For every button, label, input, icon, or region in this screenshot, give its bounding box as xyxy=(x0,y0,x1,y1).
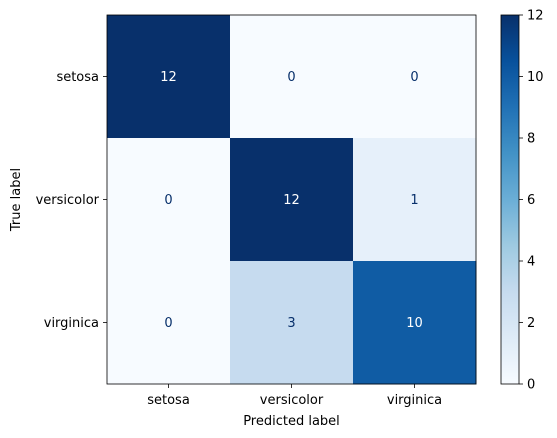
x-axis-ticks: setosa versicolor virginica xyxy=(147,384,442,408)
x-tick-label: virginica xyxy=(387,393,442,408)
y-axis-ticks: setosa versicolor virginica xyxy=(36,70,107,331)
cell-value-label: 0 xyxy=(164,193,172,208)
heatmap-cell xyxy=(353,138,477,262)
colorbar-tick-label: 0 xyxy=(527,378,535,393)
cell-value-label: 12 xyxy=(283,193,300,208)
cell-value-label: 12 xyxy=(160,70,177,85)
heatmap-cells xyxy=(107,15,477,385)
colorbar-tick-label: 10 xyxy=(527,70,544,85)
heatmap-cell xyxy=(107,261,231,385)
colorbar-ticks: 0 2 4 6 8 10 12 xyxy=(519,9,544,393)
cell-value-label: 10 xyxy=(406,316,423,331)
heatmap-cell xyxy=(230,138,354,262)
x-tick-label: versicolor xyxy=(260,393,324,408)
y-axis-label: True label xyxy=(9,168,24,232)
y-tick-label: setosa xyxy=(56,70,99,85)
cell-value-label: 3 xyxy=(287,316,295,331)
colorbar-tick-label: 12 xyxy=(527,9,544,24)
heatmap-cell xyxy=(107,15,231,139)
heatmap-cell xyxy=(230,15,354,139)
colorbar xyxy=(500,14,520,385)
x-axis-label: Predicted label xyxy=(243,414,340,429)
x-tick-label: setosa xyxy=(147,393,190,408)
heatmap-cell xyxy=(230,261,354,385)
colorbar-tick-label: 6 xyxy=(527,193,535,208)
y-tick-label: virginica xyxy=(44,316,99,331)
heatmap-cell xyxy=(353,261,477,385)
cell-value-label: 0 xyxy=(410,70,418,85)
heatmap-cell xyxy=(107,138,231,262)
cell-value-labels: 12 0 00 12 10 3 10 xyxy=(160,70,423,331)
colorbar-tick-label: 4 xyxy=(527,255,535,270)
cell-value-label: 0 xyxy=(164,316,172,331)
colorbar-tick-label: 2 xyxy=(527,316,535,331)
cell-value-label: 1 xyxy=(410,193,418,208)
y-tick-label: versicolor xyxy=(36,193,100,208)
colorbar-tick-label: 8 xyxy=(527,132,535,147)
cell-value-label: 0 xyxy=(287,70,295,85)
heatmap-cell xyxy=(353,15,477,139)
